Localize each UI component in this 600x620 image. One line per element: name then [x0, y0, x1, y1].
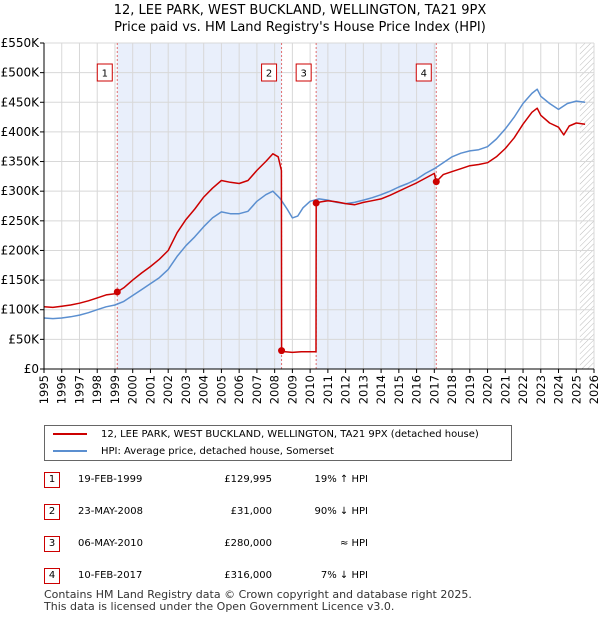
sale-label-box: [96, 63, 113, 82]
hpi-series-line: [43, 88, 586, 320]
x-tick-label: 2021: [498, 375, 512, 404]
x-tick-label: 2002: [161, 375, 175, 404]
x-tick-label: 2008: [268, 375, 282, 404]
sale-label-number: 4: [421, 69, 427, 80]
sale-point: [432, 178, 440, 186]
x-tick-label: 2010: [303, 375, 317, 404]
x-tick-label: 1997: [72, 375, 86, 404]
sale-point: [278, 347, 286, 355]
sale-number-badge: 4: [44, 568, 60, 584]
x-tick-label: 2020: [481, 375, 495, 404]
sale-label-box: [261, 63, 278, 82]
sale-row: 2 23-MAY-2008 £31,000 90% ↓ HPI: [44, 502, 464, 522]
x-tick-label: 2012: [339, 375, 353, 404]
x-tick-label: 2003: [179, 375, 193, 404]
x-tick-label: 2017: [427, 375, 441, 404]
x-tick-label: 2015: [392, 375, 406, 404]
footer-copyright: Contains HM Land Registry data © Crown c…: [44, 588, 472, 601]
x-tick-label: 2011: [321, 375, 335, 404]
x-tick-label: 2007: [250, 375, 264, 404]
legend-label-hpi: HPI: Average price, detached house, Some…: [101, 446, 334, 457]
chart-title: 12, LEE PARK, WEST BUCKLAND, WELLINGTON,…: [0, 2, 600, 36]
ownership-period-shade: [117, 43, 282, 369]
y-tick-label: £400K: [1, 125, 41, 139]
y-tick-label: £50K: [8, 332, 40, 346]
sale-hpi-comparison: 19% ↑ HPI: [314, 474, 368, 485]
sale-price: £316,000: [224, 570, 272, 581]
sale-price: £31,000: [230, 506, 272, 517]
x-tick-label: 2025: [569, 375, 583, 404]
x-tick-label: 1999: [108, 375, 122, 404]
sale-price: £129,995: [224, 474, 272, 485]
x-tick-label: 2026: [587, 375, 600, 404]
legend-swatch-property: [53, 433, 87, 435]
x-tick-label: 2001: [143, 375, 157, 404]
forecast-hatch: [579, 43, 594, 369]
x-tick-label: 1995: [37, 375, 51, 404]
x-tick-label: 2018: [445, 375, 459, 404]
sale-date: 19-FEB-1999: [78, 474, 143, 485]
sale-point: [113, 288, 121, 296]
property-price-line: [43, 107, 586, 354]
legend-swatch-hpi: [53, 450, 87, 452]
sale-number-badge: 2: [44, 504, 60, 520]
legend-item-property: 12, LEE PARK, WEST BUCKLAND, WELLINGTON,…: [53, 427, 479, 443]
y-tick-label: £100K: [1, 303, 41, 317]
y-tick-label: £250K: [1, 214, 41, 228]
price-chart: 1 2 3 4 £0 £50K £100K £150K £200K £250K £300K £350…: [1, 36, 600, 404]
sale-label-number: 2: [266, 69, 272, 80]
x-tick-label: 2024: [552, 375, 566, 404]
sale-number-badge: 1: [44, 472, 60, 488]
chart-subtitle: Price paid vs. HM Land Registry's House …: [114, 20, 486, 35]
y-tick-label: £200K: [1, 243, 41, 257]
sale-hpi-comparison: 7% ↓ HPI: [320, 570, 368, 581]
chart-legend: 12, LEE PARK, WEST BUCKLAND, WELLINGTON,…: [44, 425, 512, 461]
y-tick-label: £500K: [1, 66, 41, 80]
legend-item-hpi: HPI: Average price, detached house, Some…: [53, 444, 334, 460]
sale-date: 10-FEB-2017: [78, 570, 143, 581]
sale-number-badge: 3: [44, 536, 60, 552]
x-tick-label: 2013: [356, 375, 370, 404]
sale-date: 23-MAY-2008: [78, 506, 144, 517]
chart-title-line-1: 12, LEE PARK, WEST BUCKLAND, WELLINGTON,…: [113, 3, 487, 18]
y-tick-label: £550K: [1, 36, 41, 50]
y-tick-label: £150K: [1, 273, 41, 287]
sale-hpi-comparison: ≈ HPI: [339, 538, 368, 549]
y-tick-label: £450K: [1, 95, 41, 109]
x-tick-label: 2022: [516, 375, 530, 404]
sale-hpi-comparison: 90% ↓ HPI: [314, 506, 368, 517]
y-tick-label: £300K: [1, 184, 41, 198]
sale-date: 06-MAY-2010: [78, 538, 144, 549]
footer-licence: This data is licensed under the Open Gov…: [44, 600, 395, 613]
x-tick-label: 2016: [410, 375, 424, 404]
x-tick-label: 2023: [534, 375, 548, 404]
sale-row: 3 06-MAY-2010 £280,000 ≈ HPI: [44, 534, 464, 554]
sale-label-box: [295, 63, 312, 82]
ownership-period-shade: [316, 43, 437, 369]
x-tick-label: 2014: [374, 375, 388, 404]
x-tick-label: 2005: [214, 375, 228, 404]
x-tick-label: 2019: [463, 375, 477, 404]
sale-row: 4 10-FEB-2017 £316,000 7% ↓ HPI: [44, 566, 464, 586]
legend-label-property: 12, LEE PARK, WEST BUCKLAND, WELLINGTON,…: [101, 429, 479, 440]
sale-label-number: 3: [300, 69, 306, 80]
y-tick-label: £350K: [1, 155, 41, 169]
sale-point: [312, 199, 320, 207]
x-tick-label: 1998: [90, 375, 104, 404]
x-tick-label: 2006: [232, 375, 246, 404]
sale-label-number: 1: [102, 69, 108, 80]
sale-label-box: [415, 63, 432, 82]
x-tick-label: 1996: [55, 375, 69, 404]
x-tick-label: 2009: [285, 375, 299, 404]
sale-price: £280,000: [224, 538, 272, 549]
sale-row: 1 19-FEB-1999 £129,995 19% ↑ HPI: [44, 470, 464, 490]
x-tick-label: 2004: [197, 375, 211, 404]
footer-attribution: Contains HM Land Registry data © Crown c…: [44, 589, 472, 613]
x-tick-label: 2000: [126, 375, 140, 404]
y-tick-label: £0: [24, 362, 39, 376]
